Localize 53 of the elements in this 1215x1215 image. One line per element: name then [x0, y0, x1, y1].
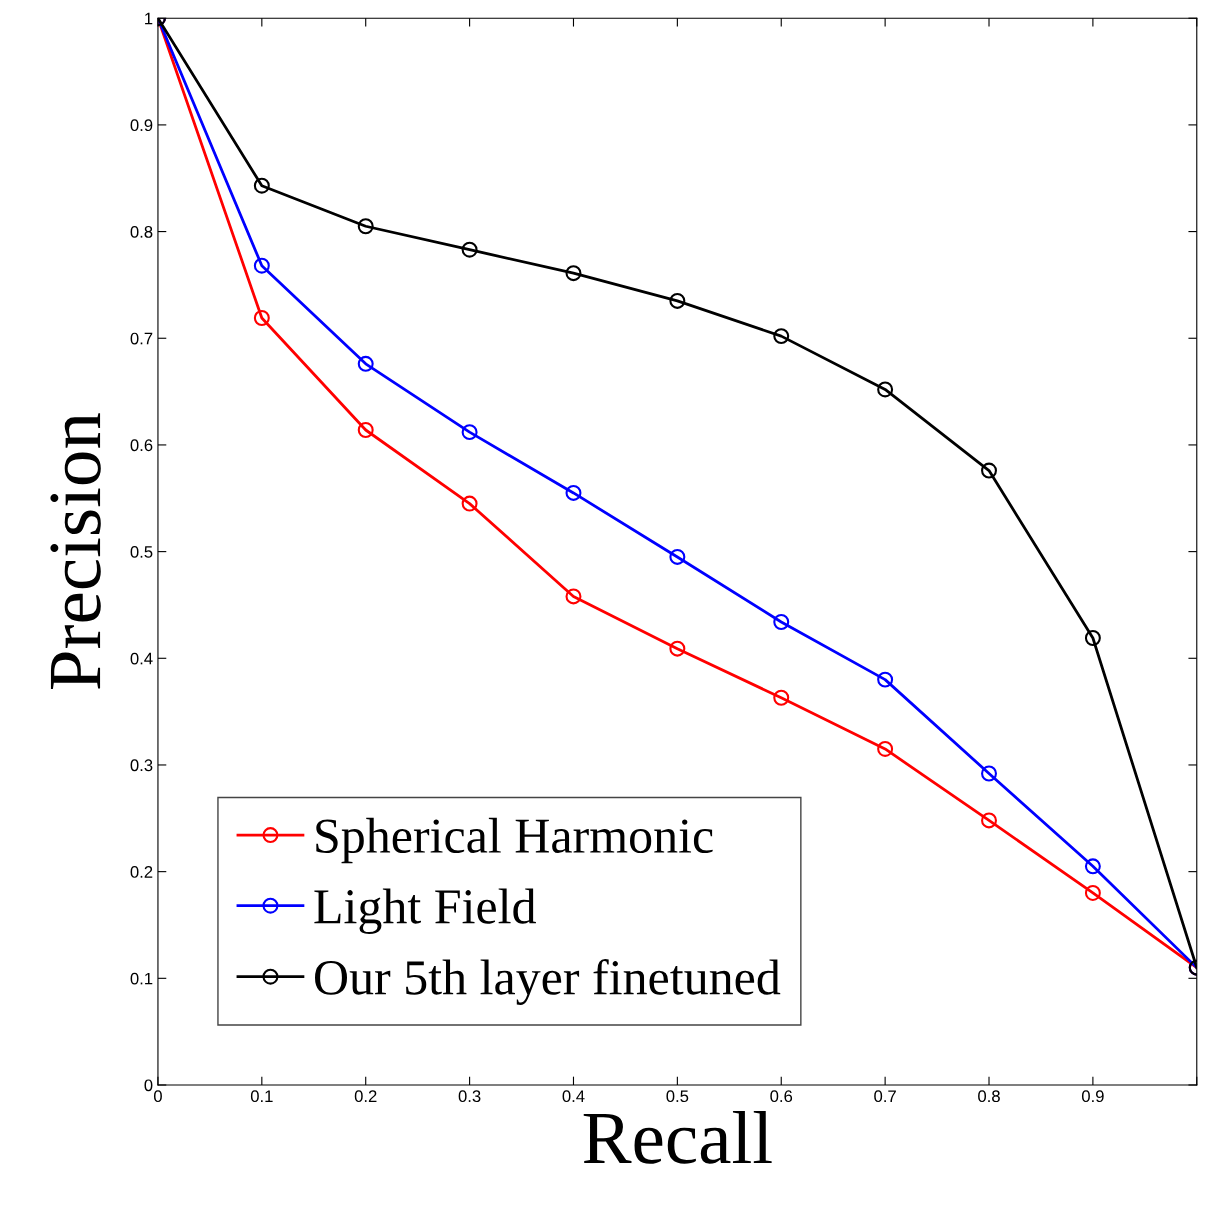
y-tick-label: 1: [145, 12, 153, 25]
y-tick-label: 0.4: [130, 652, 153, 665]
point: [461, 424, 478, 441]
legend-label: Light Field: [314, 888, 536, 934]
y-tick-label: 0.1: [130, 972, 153, 985]
y-axis-title: Precision: [50, 413, 101, 690]
point: [565, 484, 582, 501]
x-tick-label: 0: [153, 1090, 162, 1103]
point: [981, 765, 997, 782]
y-tick-label: 0.3: [130, 759, 153, 772]
x-tick-label: 0.2: [354, 1090, 377, 1103]
point: [565, 588, 582, 605]
x-tick-label: 0.4: [562, 1090, 585, 1103]
y-tick-label: 0.5: [130, 546, 153, 558]
x-tick-label: 0.9: [1081, 1090, 1104, 1103]
x-tick-label: 0.7: [874, 1090, 896, 1103]
point: [357, 422, 374, 438]
y-tick-label: 0.9: [130, 119, 153, 132]
point: [669, 548, 686, 565]
point: [357, 218, 374, 235]
point: [669, 640, 686, 657]
point: [773, 614, 790, 630]
point: [357, 355, 374, 372]
point: [565, 265, 582, 282]
point: [877, 381, 894, 398]
point: [253, 177, 270, 194]
point: [877, 740, 894, 757]
x-axis-title: Recall: [583, 1110, 772, 1164]
x-tick-label: 0.6: [770, 1090, 793, 1103]
point: [461, 495, 478, 512]
legend-label: Spherical Harmonic: [316, 817, 713, 864]
point: [253, 310, 270, 326]
x-tick-label: 0.8: [978, 1090, 1000, 1103]
point: [669, 292, 686, 309]
x-tick-label: 0.3: [458, 1090, 481, 1103]
point: [773, 328, 790, 345]
point: [773, 689, 790, 706]
y-tick-label: 0.8: [130, 225, 153, 238]
y-tick-label: 0: [144, 1079, 153, 1092]
point: [877, 671, 894, 688]
y-tick-label: 0.7: [130, 332, 153, 345]
point: [253, 257, 270, 274]
point: [461, 241, 478, 258]
point: [1084, 630, 1101, 646]
point: [981, 812, 997, 829]
legend-label: Our 5th layer finetuned: [315, 959, 781, 1005]
point: [1084, 884, 1101, 901]
x-tick-label: 0.5: [666, 1090, 689, 1103]
point: [1084, 858, 1101, 875]
y-tick-label: 0.2: [130, 866, 153, 878]
x-tick-label: 0.1: [250, 1090, 273, 1103]
point: [981, 462, 997, 479]
y-tick-label: 0.6: [130, 439, 153, 452]
